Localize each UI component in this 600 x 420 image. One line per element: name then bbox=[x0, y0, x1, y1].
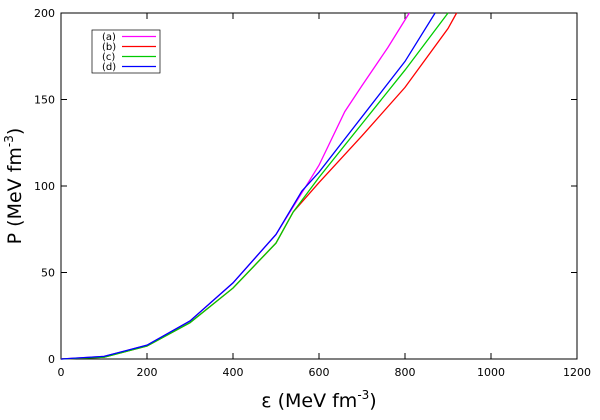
x-label-sup: -3 bbox=[357, 388, 369, 402]
y-tick-label: 100 bbox=[34, 180, 55, 193]
legend-label: (b) bbox=[102, 42, 116, 53]
y-tick-label: 0 bbox=[48, 353, 55, 366]
y-tick-label: 150 bbox=[34, 94, 55, 107]
legend-label: (c) bbox=[102, 52, 115, 63]
x-tick-label: 800 bbox=[395, 366, 416, 379]
x-label-main: ε (MeV fm bbox=[261, 390, 357, 412]
x-tick-label: 1200 bbox=[563, 366, 591, 379]
series-line bbox=[60, 12, 449, 360]
y-axis-label: P (MeV fm-3) bbox=[2, 128, 26, 245]
y-label-main: P (MeV fm bbox=[4, 147, 26, 244]
x-label-end: ) bbox=[369, 390, 376, 412]
x-axis-label: ε (MeV fm-3) bbox=[261, 388, 376, 412]
y-label-sup: -3 bbox=[2, 135, 16, 147]
legend-label: (d) bbox=[102, 62, 116, 73]
y-tick-label: 50 bbox=[41, 267, 55, 280]
x-tick-label: 200 bbox=[137, 366, 158, 379]
x-tick-label: 1000 bbox=[477, 366, 505, 379]
x-tick-label: 600 bbox=[309, 366, 330, 379]
y-tick-label: 200 bbox=[34, 7, 55, 20]
series-line bbox=[60, 12, 436, 360]
y-label-end: ) bbox=[4, 128, 26, 135]
x-tick-label: 0 bbox=[58, 366, 65, 379]
legend-label: (a) bbox=[102, 32, 116, 43]
x-tick-label: 400 bbox=[223, 366, 244, 379]
legend-box bbox=[91, 29, 161, 74]
